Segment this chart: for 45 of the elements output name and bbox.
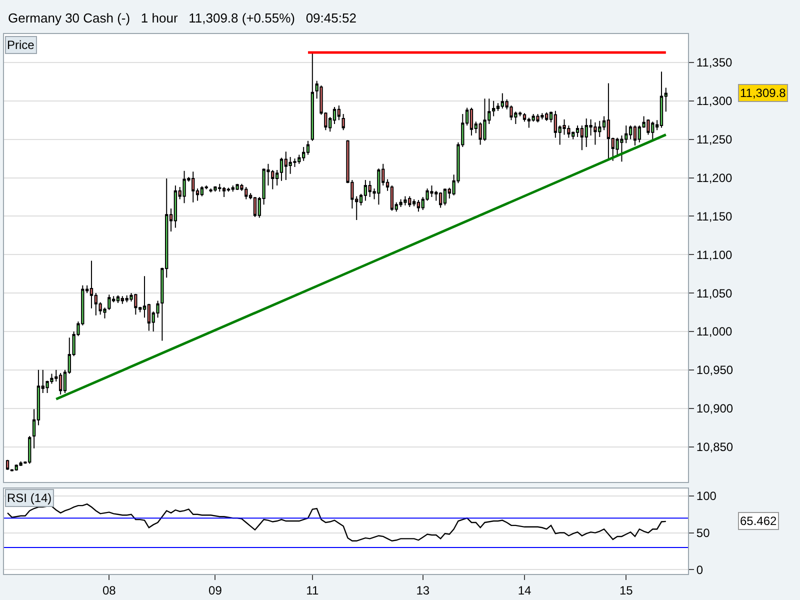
y-tick-label: 11,350: [696, 56, 733, 70]
candlestick: [337, 104, 341, 121]
y-tick-label: 10,900: [696, 402, 734, 416]
y-tick-label: 11,300: [696, 94, 733, 108]
y-tick-label: 11,050: [696, 286, 733, 300]
text: 65.462: [740, 514, 778, 528]
candlestick: [364, 180, 368, 202]
candlestick: [222, 186, 226, 198]
y-tick-label: 11,200: [696, 170, 733, 185]
y-tick-label: 11,000: [696, 324, 733, 339]
y-tick-label: 11,100: [696, 248, 733, 262]
y-tick-label: 50: [696, 526, 710, 540]
x-tick-label: 14: [518, 583, 532, 598]
y-tick-label: 0: [696, 562, 704, 577]
chart-subtitle: Price: [7, 38, 35, 52]
y-tick-label: 100: [696, 489, 717, 504]
candlestick: [660, 71, 664, 128]
candlestick: [253, 196, 257, 218]
y-tick-label: 10,850: [696, 440, 734, 454]
x-tick-label: 08: [102, 583, 116, 598]
candlestick: [342, 113, 345, 131]
candlestick: [200, 186, 204, 197]
x-tick-label: 15: [619, 583, 634, 598]
candlestick: [443, 188, 447, 206]
text: 11,309.8: [740, 86, 786, 100]
candlestick: [116, 294, 120, 304]
line-series: [6, 503, 667, 542]
y-tick-label: 11,150: [696, 209, 733, 224]
candlestick: [438, 192, 442, 208]
candlestick: [6, 459, 10, 470]
candlestick: [174, 184, 178, 228]
candlestick: [527, 117, 531, 128]
candlestick: [633, 124, 637, 146]
x-tick-label: 13: [416, 583, 430, 598]
x-tick-label: 11: [306, 583, 319, 598]
chart-title: RSI (14): [7, 491, 52, 505]
candlestick: [310, 51, 314, 142]
chart-title: Germany 30 Cash (-) 1 hour 11,309.8 (+0.55%) 09:45:52: [8, 10, 356, 26]
y-tick-label: 10,950: [696, 363, 734, 378]
y-tick-label: 11,250: [696, 132, 733, 147]
candlestick: [416, 200, 420, 212]
candlestick: [470, 107, 474, 136]
candlestick: [58, 372, 62, 396]
x-tick-label: 09: [208, 583, 222, 598]
candlestick: [606, 82, 610, 160]
